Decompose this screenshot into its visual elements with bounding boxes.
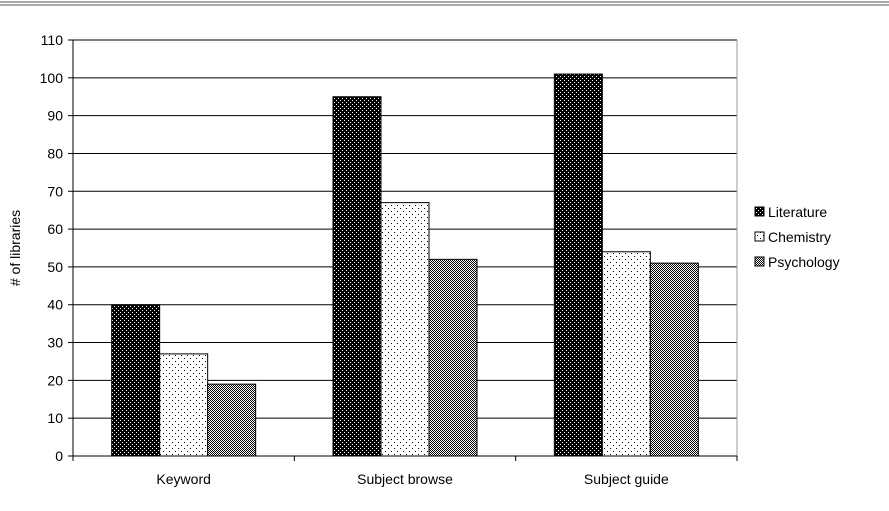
x-tick-label: Subject browse [357,471,453,487]
y-tick-label: 80 [47,145,63,161]
legend-swatch-chemistry [754,231,765,242]
legend-swatch-psychology [754,256,765,267]
bars [111,73,699,457]
y-tick-label: 90 [47,108,63,124]
bar-chemistry-keyword [159,353,209,457]
y-tick-label: 50 [47,259,63,275]
y-tick-labels: 0 10 20 30 40 50 60 70 80 90 100 110 [40,32,64,464]
bar-literature-keyword [111,304,161,457]
legend-label-chemistry: Chemistry [768,229,831,245]
x-tick-label: Keyword [156,471,210,487]
bar-literature-subject-guide [553,73,603,457]
y-tick-label: 30 [47,335,63,351]
y-tick-label: 10 [47,410,63,426]
y-tick-label: 110 [41,32,64,48]
bar-chemistry-subject-browse [380,202,430,457]
legend-swatch-literature [754,206,765,217]
legend-label-psychology: Psychology [768,254,840,270]
y-tick-label: 100 [40,70,64,86]
bar-psychology-subject-guide [649,262,699,457]
legend: Literature Chemistry Psychology [754,204,840,270]
y-tick-label: 40 [47,297,63,313]
bar-chemistry-subject-guide [601,251,651,457]
y-tick-label: 70 [47,183,63,199]
bar-psychology-keyword [207,383,257,457]
bar-psychology-subject-browse [428,258,478,457]
y-tick-label: 60 [47,221,63,237]
x-tick-label: Subject guide [584,471,669,487]
y-tick-label: 0 [55,448,63,464]
y-tick-label: 20 [47,372,63,388]
legend-label-literature: Literature [768,204,827,220]
axes [68,39,738,461]
bar-literature-subject-browse [332,96,382,457]
y-axis-title: # of libraries [7,210,23,286]
x-tick-labels: Keyword Subject browse Subject guide [156,471,669,487]
